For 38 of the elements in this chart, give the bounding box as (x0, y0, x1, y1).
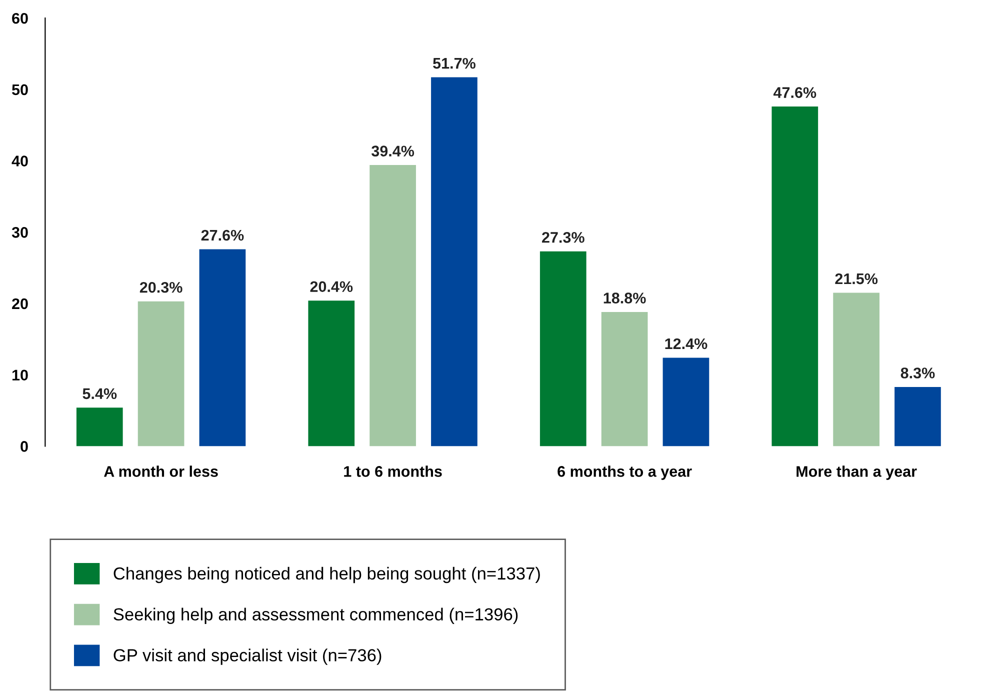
data-label: 21.5% (835, 273, 878, 284)
legend-label: Seeking help and assessment commenced (n=1396) (114, 608, 518, 624)
data-label: 5.4% (82, 388, 117, 400)
x-tick-label: 6 months to a year (558, 466, 692, 480)
bar (662, 358, 710, 446)
x-tick-label: More than a year (796, 466, 917, 480)
bar (308, 300, 355, 446)
bar (199, 249, 246, 446)
bar (894, 386, 941, 446)
x-tick-label: A month or less (104, 466, 218, 477)
y-tick-label: 40 (12, 156, 28, 166)
x-tick-label: 1 to 6 months (344, 466, 442, 477)
bar (540, 251, 586, 446)
bar (601, 312, 648, 446)
data-label: 51.7% (433, 58, 476, 69)
legend-label: Changes being noticed and help being sought (n=1337) (114, 566, 540, 584)
bar (833, 292, 880, 446)
y-tick-label: 20 (12, 298, 28, 310)
data-label: 39.4% (371, 146, 414, 157)
bar (370, 165, 416, 446)
data-label: 27.6% (201, 230, 244, 241)
bar (772, 106, 818, 446)
data-label: 12.4% (665, 338, 708, 350)
data-label: 47.6% (773, 87, 816, 98)
data-label: 20.4% (310, 281, 353, 292)
bar (76, 408, 123, 446)
y-tick-label: 50 (12, 84, 28, 96)
legend-label: GP visit and specialist visit (n=736) (114, 648, 382, 665)
y-tick-label: 10 (12, 370, 28, 381)
data-label: 20.3% (140, 282, 182, 293)
y-tick-label: 0 (20, 441, 28, 452)
data-label: 8.3% (900, 368, 935, 378)
bar (431, 77, 478, 446)
y-tick-label: 30 (12, 227, 28, 238)
bar (138, 301, 184, 446)
data-label: 18.8% (604, 292, 646, 304)
y-tick-label: 60 (12, 12, 28, 24)
data-label: 27.3% (542, 232, 584, 243)
